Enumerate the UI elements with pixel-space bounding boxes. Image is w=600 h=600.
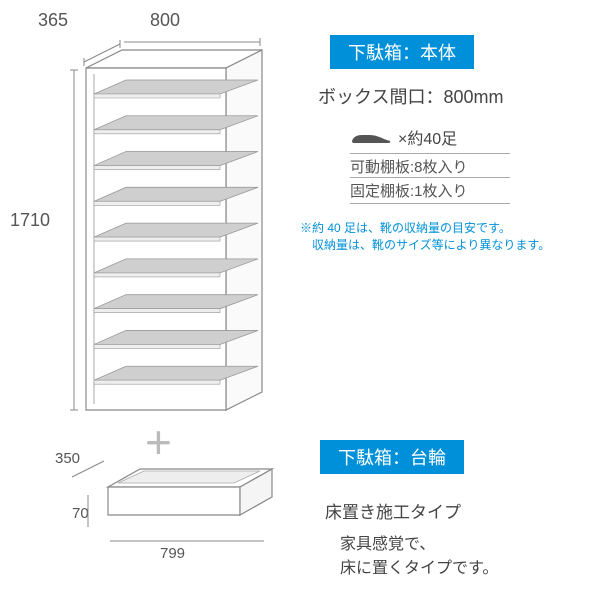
shoe-capacity-text: ×約40足 <box>398 125 457 149</box>
shoe-icon <box>350 129 392 145</box>
dim-depth: 365 <box>38 10 68 31</box>
box-width-label: ボックス間口：800mm <box>318 83 590 109</box>
info-main: 下駄箱：本体 ボックス間口：800mm ×約40足 可動棚板:8枚入り 固定棚板… <box>300 35 590 255</box>
base-diagram <box>60 455 280 575</box>
shelf-fixed: 固定棚板:1枚入り <box>350 177 510 204</box>
tag-main: 下駄箱：本体 <box>330 35 474 69</box>
info-base: 下駄箱：台輪 床置き施工タイプ 家具感覚で、 床に置くタイプです。 <box>300 440 590 581</box>
base-desc: 家具感覚で、 床に置くタイプです。 <box>340 533 590 581</box>
shelf-movable: 可動棚板:8枚入り <box>350 153 510 177</box>
dim-width: 800 <box>150 10 180 31</box>
shoe-capacity-row: ×約40足 <box>350 125 590 149</box>
cabinet-diagram <box>30 30 280 410</box>
tag-base: 下駄箱：台輪 <box>320 440 464 474</box>
base-type: 床置き施工タイプ <box>325 498 590 523</box>
capacity-note: ※約 40 足は、靴の収納量の目安です。 収納量は、靴のサイズ等により異なります… <box>300 220 590 255</box>
